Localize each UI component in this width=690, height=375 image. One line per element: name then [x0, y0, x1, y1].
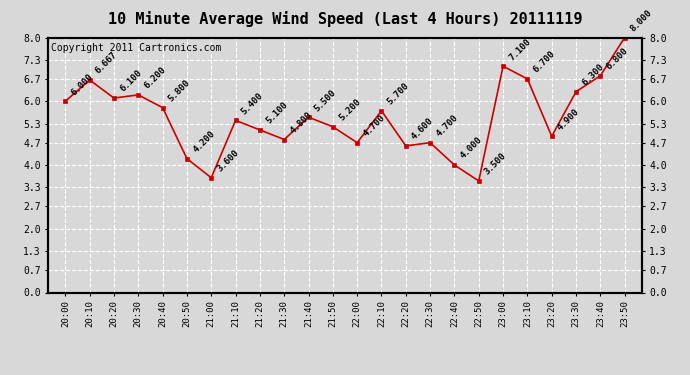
Text: 6.800: 6.800 — [604, 46, 630, 72]
Text: 3.600: 3.600 — [215, 148, 241, 174]
Text: 5.100: 5.100 — [264, 100, 289, 126]
Text: 7.100: 7.100 — [507, 37, 533, 62]
Text: 4.000: 4.000 — [459, 135, 484, 161]
Text: 6.000: 6.000 — [70, 72, 95, 97]
Text: 4.900: 4.900 — [556, 107, 581, 132]
Text: 5.700: 5.700 — [386, 81, 411, 106]
Text: 5.500: 5.500 — [313, 88, 338, 113]
Text: 6.667: 6.667 — [94, 51, 119, 76]
Text: 6.100: 6.100 — [118, 69, 144, 94]
Text: 5.800: 5.800 — [167, 78, 192, 104]
Text: 3.500: 3.500 — [483, 152, 509, 177]
Text: 4.200: 4.200 — [191, 129, 217, 154]
Text: 4.800: 4.800 — [288, 110, 314, 135]
Text: 5.400: 5.400 — [239, 91, 265, 116]
Text: 8.000: 8.000 — [629, 8, 654, 33]
Text: 4.700: 4.700 — [362, 113, 386, 138]
Text: 4.600: 4.600 — [410, 116, 435, 142]
Text: 6.200: 6.200 — [142, 65, 168, 91]
Text: 4.700: 4.700 — [434, 113, 460, 138]
Text: Copyright 2011 Cartronics.com: Copyright 2011 Cartronics.com — [51, 43, 221, 52]
Text: 10 Minute Average Wind Speed (Last 4 Hours) 20111119: 10 Minute Average Wind Speed (Last 4 Hou… — [108, 11, 582, 27]
Text: 5.200: 5.200 — [337, 97, 362, 123]
Text: 6.300: 6.300 — [580, 62, 606, 87]
Text: 6.700: 6.700 — [531, 50, 557, 75]
